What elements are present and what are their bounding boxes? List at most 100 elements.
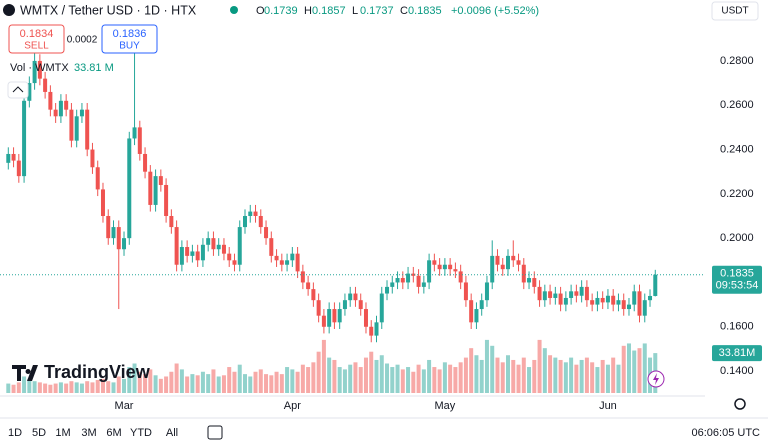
volume-bar [363, 357, 368, 393]
candle-body [595, 297, 600, 305]
volume-bar [574, 364, 579, 393]
range-button[interactable]: All [166, 427, 178, 439]
candle-body [211, 238, 216, 250]
volume-bar [595, 367, 600, 393]
volume-bar [11, 384, 16, 393]
volume-bar [332, 359, 337, 393]
volume-bar [432, 367, 437, 393]
settings-button[interactable] [734, 398, 746, 410]
volume-bar [506, 355, 510, 393]
candle-body [584, 286, 589, 301]
volume-bar [306, 367, 311, 393]
candle-body [548, 291, 553, 298]
volume-bar [232, 371, 237, 393]
candle-body [306, 282, 311, 290]
candle-body [290, 253, 295, 261]
x-tick-label: May [434, 400, 455, 412]
volume-bar [516, 364, 521, 393]
candle-body [169, 215, 174, 228]
candle-body [200, 244, 205, 261]
ohlc-value: 0.1857 [312, 5, 346, 17]
candle-body [269, 238, 274, 256]
candle-body [611, 295, 616, 305]
range-button[interactable]: 5D [32, 427, 46, 439]
candle-body [416, 275, 421, 287]
volume-bar [616, 364, 621, 393]
volume-bar [416, 364, 421, 393]
volume-bar [358, 367, 363, 393]
candle-body [179, 247, 184, 265]
volume-bar [337, 367, 342, 393]
volume-bar [127, 367, 132, 393]
sell-button[interactable] [8, 24, 65, 54]
volume-bar [590, 362, 595, 393]
collapse-button[interactable] [7, 81, 29, 99]
candle-body [600, 297, 605, 303]
volume-bar [563, 362, 568, 393]
candle-body [111, 227, 116, 239]
volume-bar [185, 376, 190, 393]
candle-body [616, 300, 621, 305]
candle-body [195, 251, 200, 261]
range-button[interactable]: 3M [81, 427, 96, 439]
volume-bar [100, 378, 105, 393]
candle-body [653, 274, 658, 296]
candle-body [484, 282, 489, 301]
calendar-button[interactable] [207, 425, 223, 440]
volume-bar [605, 364, 610, 393]
volume-bar [237, 364, 242, 393]
candle-body [553, 293, 558, 298]
currency-button[interactable] [711, 1, 759, 21]
volume-title: Vol · WMTX [10, 62, 69, 74]
volume-bar [527, 367, 532, 393]
volume-bar [143, 374, 148, 393]
candle-body [53, 109, 58, 117]
volume-axis-label: 33.81M [719, 347, 756, 359]
range-button[interactable]: YTD [130, 427, 152, 439]
volume-bar [521, 357, 526, 393]
range-button[interactable]: 1D [8, 427, 22, 439]
ohlc-key: O [256, 5, 265, 17]
candle-body [232, 260, 237, 265]
candle-body [390, 282, 395, 287]
candle-body [243, 215, 247, 228]
candle-body [400, 278, 405, 283]
volume-bar [69, 381, 74, 393]
volume-bar [500, 362, 505, 393]
volume-bar [390, 367, 395, 393]
candle-body [253, 211, 258, 216]
candle-body [116, 227, 121, 250]
volume-bar [6, 383, 11, 393]
buy-button[interactable] [101, 24, 158, 54]
volume-bar [200, 371, 205, 393]
volume-bar [158, 378, 163, 393]
volume-bar [327, 357, 332, 393]
candle-body [474, 309, 479, 323]
volume-bar [48, 384, 53, 393]
volume-bar [274, 371, 279, 393]
volume-bar [195, 375, 200, 393]
volume-bar [153, 375, 158, 393]
volume-bar [395, 364, 400, 393]
range-button[interactable]: 6M [106, 427, 121, 439]
clock: 06:06:05 UTC [692, 427, 761, 439]
candle-body [279, 260, 284, 265]
volume-bar [179, 369, 184, 393]
candle-body [458, 271, 463, 283]
volume-bar [311, 362, 316, 393]
candle-body [174, 227, 179, 265]
candle-body [16, 160, 21, 177]
ohlc-key: H [304, 5, 312, 17]
volume-bar [600, 359, 605, 393]
candle-body [563, 297, 568, 305]
volume-bar [411, 371, 416, 393]
candle-body [90, 149, 95, 168]
volume-bar [374, 359, 379, 393]
volume-bar [437, 369, 442, 393]
candle-body [295, 253, 300, 272]
candle-body [332, 309, 337, 323]
range-button[interactable]: 1M [55, 427, 70, 439]
volume-tag [712, 345, 762, 362]
candle-body [69, 109, 74, 141]
volume-bar [321, 339, 326, 393]
